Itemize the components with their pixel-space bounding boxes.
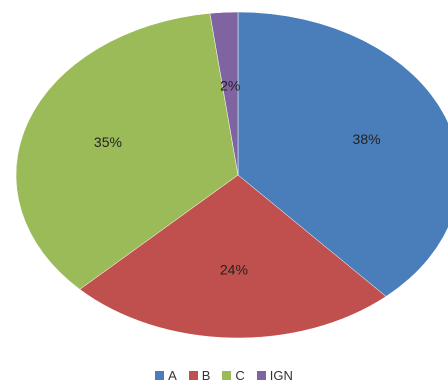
pie-slice-a <box>237 11 448 297</box>
data-label-a: 38% <box>353 131 381 147</box>
legend-item-a: A <box>155 368 177 383</box>
legend-swatch-ign <box>256 371 266 380</box>
legend-label-a: A <box>168 368 177 383</box>
legend-swatch-a <box>155 371 165 380</box>
pie-slice-b <box>79 174 387 339</box>
pie-slice-c <box>15 13 239 290</box>
legend-item-ign: IGN <box>256 368 293 383</box>
legend-item-c: C <box>222 368 245 383</box>
chart-legend: A B C IGN <box>0 368 448 383</box>
pie-slice-ign <box>209 11 239 176</box>
legend-label-ign: IGN <box>269 368 293 383</box>
data-label-ign: 2% <box>220 78 240 94</box>
legend-label-c: C <box>235 368 245 383</box>
legend-swatch-c <box>222 371 232 380</box>
pie-chart-svg: 38% 24% 35% 2% <box>15 11 448 339</box>
pie-data-labels: 38% 24% 35% 2% <box>94 78 381 278</box>
legend-item-b: B <box>188 368 211 383</box>
pie-slices <box>15 11 448 339</box>
data-label-b: 24% <box>220 261 248 277</box>
legend-label-b: B <box>201 368 211 383</box>
data-label-c: 35% <box>94 134 122 150</box>
legend-swatch-b <box>188 371 198 380</box>
